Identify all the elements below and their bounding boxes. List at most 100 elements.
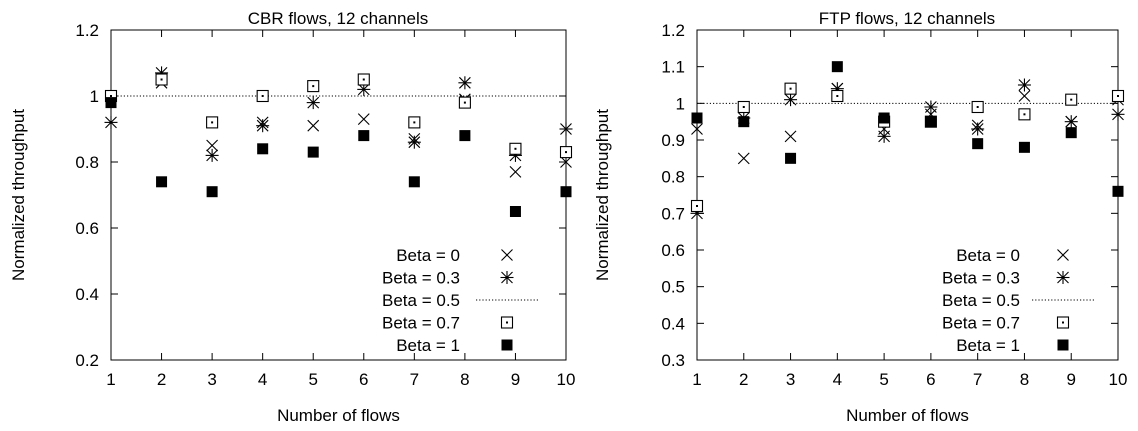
x-axis-label: Number of flows [846,406,969,425]
data-point [256,119,270,133]
x-tick-label: 2 [157,370,166,389]
marker-stroke [307,119,320,132]
data-point [458,76,472,90]
marker-box [878,112,890,124]
legend-entry: Beta = 1 [396,336,513,355]
series-beta-1 [105,97,572,217]
data-point [560,186,572,198]
marker-dot [742,106,745,108]
marker-dot [362,78,365,81]
marker-dot [1062,321,1064,324]
marker-dot [110,95,112,97]
data-point [408,176,420,188]
marker-stroke [509,166,522,178]
marker-stroke [206,139,219,152]
marker-dot [976,106,979,108]
marker-box [206,186,218,198]
legend-marker [501,249,513,261]
legend: Beta = 0 Beta = 0.3 Beta = 0.5 Beta = 0.7 Be… [942,246,1094,355]
marker-dot [789,87,792,90]
x-tick-label: 3 [207,370,216,389]
series-beta-0 [105,76,572,178]
legend-entry: Beta = 0 [956,246,1069,265]
legend-label: Beta = 0.7 [382,314,460,333]
data-point [559,146,573,159]
y-tick-label: 0.9 [661,131,685,150]
y-tick-label: 1.1 [661,58,685,77]
data-point [1018,108,1031,121]
data-point [307,146,319,158]
marker-box [105,97,117,109]
marker-box [1057,339,1069,351]
data-point [205,148,219,162]
legend-marker [1057,249,1069,261]
marker-dot [1070,98,1073,101]
x-tick-label: 10 [1109,370,1128,389]
legend-entry: Beta = 0.3 [382,269,514,288]
y-tick-label: 0.6 [661,241,685,260]
chart-panel-2: FTP flows, 12 channels 0.3 0.4 0.5 0.6 0.7 0.8… [593,9,1127,425]
data-point [1065,127,1077,139]
data-point [785,152,797,164]
data-point [104,115,118,129]
marker-stroke [1018,90,1031,102]
legend-label: Beta = 0.7 [942,314,1020,333]
data-point [560,156,572,168]
marker-dot [1023,113,1026,116]
x-tick-label: 9 [511,370,520,389]
y-tick-label: 0.4 [661,314,685,333]
data-point [1065,93,1078,106]
data-point [509,166,522,178]
data-point [1064,115,1078,129]
legend-entry: Beta = 0.3 [942,269,1070,288]
marker-dot [696,205,698,207]
x-tick-label: 2 [739,370,748,389]
marker-dot [261,95,264,97]
data-point [459,130,471,142]
data-point [1111,89,1125,103]
plot-frame [696,29,1119,361]
marker-dot [211,121,214,124]
data-point [925,116,937,128]
marker-stroke [691,123,703,135]
data-point [407,135,421,149]
x-tick-label: 8 [460,370,469,389]
marker-box [738,116,750,128]
y-tick-label: 0.7 [661,204,685,223]
legend: Beta = 0 Beta = 0.3 Beta = 0.5 Beta = 0.7 Be… [382,246,538,355]
data-point [206,139,219,152]
data-point [784,93,798,107]
legend-label: Beta = 0 [956,246,1020,265]
data-point [559,122,573,136]
data-point [784,130,797,143]
y-tick-label: 0.3 [661,351,685,370]
series-beta-0 [691,82,1124,165]
data-point [738,116,750,128]
x-tick-label: 1 [692,370,701,389]
marker-dot [160,78,163,81]
data-point [971,122,985,136]
data-point [1112,185,1124,197]
x-tick-label: 9 [1066,370,1075,389]
legend-label: Beta = 1 [956,336,1020,355]
legend-entry: Beta = 1 [956,336,1069,355]
data-point [307,119,320,132]
legend-entry: Beta = 0 [396,246,513,265]
marker-dot [565,151,567,154]
x-axis-label: Number of flows [277,406,400,425]
marker-box [358,130,370,142]
marker-box [560,186,572,198]
chart-title: FTP flows, 12 channels [819,9,995,28]
y-tick-label: 0.6 [75,219,99,238]
y-tick-label: 0.8 [75,153,99,172]
series-beta-1 [691,61,1124,197]
data-point [690,199,704,213]
marker-dot [514,147,517,150]
marker-box [785,152,797,164]
data-point [306,96,320,110]
chart-panel-1: CBR flows, 12 channels 0.2 0.4 0.6 0.8 1 1.2 1 2… [9,9,575,425]
y-tick-label: 1 [676,94,685,113]
legend-marker [1056,316,1070,329]
marker-box [509,206,521,217]
marker-stroke [784,130,797,143]
